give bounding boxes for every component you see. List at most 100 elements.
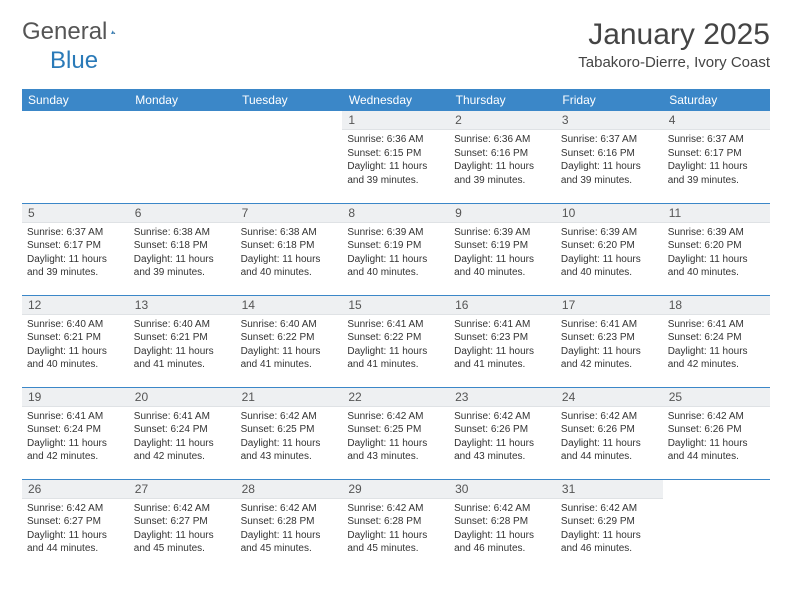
- calendar-day-cell: 30Sunrise: 6:42 AMSunset: 6:28 PMDayligh…: [449, 479, 556, 571]
- logo-sail-icon: [111, 22, 116, 42]
- day-content: Sunrise: 6:39 AMSunset: 6:19 PMDaylight:…: [342, 223, 449, 284]
- day-content: Sunrise: 6:42 AMSunset: 6:28 PMDaylight:…: [342, 499, 449, 560]
- day-content: Sunrise: 6:41 AMSunset: 6:24 PMDaylight:…: [129, 407, 236, 468]
- calendar-day-cell: 7Sunrise: 6:38 AMSunset: 6:18 PMDaylight…: [236, 203, 343, 295]
- calendar-day-cell: 20Sunrise: 6:41 AMSunset: 6:24 PMDayligh…: [129, 387, 236, 479]
- day-number: 1: [342, 111, 449, 130]
- day-number: 31: [556, 480, 663, 499]
- day-content: Sunrise: 6:41 AMSunset: 6:22 PMDaylight:…: [342, 315, 449, 376]
- calendar-day-cell: 3Sunrise: 6:37 AMSunset: 6:16 PMDaylight…: [556, 111, 663, 203]
- calendar-day-cell: 25Sunrise: 6:42 AMSunset: 6:26 PMDayligh…: [663, 387, 770, 479]
- calendar-day-cell: 9Sunrise: 6:39 AMSunset: 6:19 PMDaylight…: [449, 203, 556, 295]
- calendar-day-cell: 5Sunrise: 6:37 AMSunset: 6:17 PMDaylight…: [22, 203, 129, 295]
- day-content: Sunrise: 6:40 AMSunset: 6:21 PMDaylight:…: [22, 315, 129, 376]
- weekday-header: Thursday: [449, 89, 556, 111]
- day-content: Sunrise: 6:36 AMSunset: 6:16 PMDaylight:…: [449, 130, 556, 191]
- day-content: Sunrise: 6:42 AMSunset: 6:26 PMDaylight:…: [556, 407, 663, 468]
- day-content: Sunrise: 6:42 AMSunset: 6:26 PMDaylight:…: [449, 407, 556, 468]
- calendar-day-cell: 21Sunrise: 6:42 AMSunset: 6:25 PMDayligh…: [236, 387, 343, 479]
- day-content: Sunrise: 6:36 AMSunset: 6:15 PMDaylight:…: [342, 130, 449, 191]
- day-content: Sunrise: 6:39 AMSunset: 6:19 PMDaylight:…: [449, 223, 556, 284]
- calendar-day-cell: 10Sunrise: 6:39 AMSunset: 6:20 PMDayligh…: [556, 203, 663, 295]
- day-number: 24: [556, 388, 663, 407]
- day-number: 7: [236, 204, 343, 223]
- day-content: Sunrise: 6:40 AMSunset: 6:22 PMDaylight:…: [236, 315, 343, 376]
- calendar-body: 1Sunrise: 6:36 AMSunset: 6:15 PMDaylight…: [22, 111, 770, 571]
- calendar-day-cell: 27Sunrise: 6:42 AMSunset: 6:27 PMDayligh…: [129, 479, 236, 571]
- day-content: Sunrise: 6:42 AMSunset: 6:27 PMDaylight:…: [129, 499, 236, 560]
- logo: General: [22, 18, 139, 46]
- calendar-day-cell: 12Sunrise: 6:40 AMSunset: 6:21 PMDayligh…: [22, 295, 129, 387]
- day-content: Sunrise: 6:38 AMSunset: 6:18 PMDaylight:…: [129, 223, 236, 284]
- calendar-day-cell: 14Sunrise: 6:40 AMSunset: 6:22 PMDayligh…: [236, 295, 343, 387]
- day-content: Sunrise: 6:42 AMSunset: 6:27 PMDaylight:…: [22, 499, 129, 560]
- calendar-day-cell: 13Sunrise: 6:40 AMSunset: 6:21 PMDayligh…: [129, 295, 236, 387]
- day-content: Sunrise: 6:42 AMSunset: 6:25 PMDaylight:…: [236, 407, 343, 468]
- calendar-day-cell: 17Sunrise: 6:41 AMSunset: 6:23 PMDayligh…: [556, 295, 663, 387]
- day-number: 20: [129, 388, 236, 407]
- calendar-day-cell: [22, 111, 129, 203]
- day-number: 14: [236, 296, 343, 315]
- day-content: Sunrise: 6:42 AMSunset: 6:28 PMDaylight:…: [236, 499, 343, 560]
- calendar-day-cell: [129, 111, 236, 203]
- day-content: Sunrise: 6:39 AMSunset: 6:20 PMDaylight:…: [663, 223, 770, 284]
- calendar-day-cell: 24Sunrise: 6:42 AMSunset: 6:26 PMDayligh…: [556, 387, 663, 479]
- day-number: 18: [663, 296, 770, 315]
- calendar-week-row: 5Sunrise: 6:37 AMSunset: 6:17 PMDaylight…: [22, 203, 770, 295]
- day-number: 3: [556, 111, 663, 130]
- calendar-day-cell: 18Sunrise: 6:41 AMSunset: 6:24 PMDayligh…: [663, 295, 770, 387]
- calendar-day-cell: [236, 111, 343, 203]
- day-number: 30: [449, 480, 556, 499]
- day-content: Sunrise: 6:42 AMSunset: 6:28 PMDaylight:…: [449, 499, 556, 560]
- weekday-header: Friday: [556, 89, 663, 111]
- day-content: Sunrise: 6:41 AMSunset: 6:24 PMDaylight:…: [663, 315, 770, 376]
- day-content: Sunrise: 6:42 AMSunset: 6:25 PMDaylight:…: [342, 407, 449, 468]
- day-number: 17: [556, 296, 663, 315]
- day-content: Sunrise: 6:42 AMSunset: 6:29 PMDaylight:…: [556, 499, 663, 560]
- calendar-week-row: 26Sunrise: 6:42 AMSunset: 6:27 PMDayligh…: [22, 479, 770, 571]
- title-block: January 2025 Tabakoro-Dierre, Ivory Coas…: [578, 18, 770, 71]
- day-content: Sunrise: 6:41 AMSunset: 6:23 PMDaylight:…: [556, 315, 663, 376]
- calendar-table: SundayMondayTuesdayWednesdayThursdayFrid…: [22, 89, 770, 571]
- day-number: 15: [342, 296, 449, 315]
- day-number: 5: [22, 204, 129, 223]
- calendar-day-cell: [663, 479, 770, 571]
- day-number: 10: [556, 204, 663, 223]
- weekday-header: Sunday: [22, 89, 129, 111]
- logo-text-blue: Blue: [50, 47, 98, 75]
- calendar-day-cell: 23Sunrise: 6:42 AMSunset: 6:26 PMDayligh…: [449, 387, 556, 479]
- calendar-day-cell: 26Sunrise: 6:42 AMSunset: 6:27 PMDayligh…: [22, 479, 129, 571]
- day-content: Sunrise: 6:37 AMSunset: 6:17 PMDaylight:…: [663, 130, 770, 191]
- day-number: 8: [342, 204, 449, 223]
- calendar-day-cell: 28Sunrise: 6:42 AMSunset: 6:28 PMDayligh…: [236, 479, 343, 571]
- calendar-day-cell: 31Sunrise: 6:42 AMSunset: 6:29 PMDayligh…: [556, 479, 663, 571]
- day-number: 29: [342, 480, 449, 499]
- day-number: 19: [22, 388, 129, 407]
- weekday-header: Saturday: [663, 89, 770, 111]
- day-number: 26: [22, 480, 129, 499]
- calendar-day-cell: 2Sunrise: 6:36 AMSunset: 6:16 PMDaylight…: [449, 111, 556, 203]
- day-number: 13: [129, 296, 236, 315]
- day-number: 23: [449, 388, 556, 407]
- calendar-week-row: 19Sunrise: 6:41 AMSunset: 6:24 PMDayligh…: [22, 387, 770, 479]
- day-number: 28: [236, 480, 343, 499]
- weekday-header: Tuesday: [236, 89, 343, 111]
- day-number: 21: [236, 388, 343, 407]
- calendar-week-row: 1Sunrise: 6:36 AMSunset: 6:15 PMDaylight…: [22, 111, 770, 203]
- logo-text-general: General: [22, 18, 107, 46]
- day-content: Sunrise: 6:38 AMSunset: 6:18 PMDaylight:…: [236, 223, 343, 284]
- calendar-day-cell: 4Sunrise: 6:37 AMSunset: 6:17 PMDaylight…: [663, 111, 770, 203]
- day-number: 2: [449, 111, 556, 130]
- calendar-day-cell: 16Sunrise: 6:41 AMSunset: 6:23 PMDayligh…: [449, 295, 556, 387]
- calendar-day-cell: 1Sunrise: 6:36 AMSunset: 6:15 PMDaylight…: [342, 111, 449, 203]
- weekday-header: Monday: [129, 89, 236, 111]
- day-number: 16: [449, 296, 556, 315]
- day-number: 22: [342, 388, 449, 407]
- day-content: Sunrise: 6:42 AMSunset: 6:26 PMDaylight:…: [663, 407, 770, 468]
- calendar-day-cell: 15Sunrise: 6:41 AMSunset: 6:22 PMDayligh…: [342, 295, 449, 387]
- calendar-head: SundayMondayTuesdayWednesdayThursdayFrid…: [22, 89, 770, 111]
- weekday-header: Wednesday: [342, 89, 449, 111]
- calendar-day-cell: 22Sunrise: 6:42 AMSunset: 6:25 PMDayligh…: [342, 387, 449, 479]
- calendar-week-row: 12Sunrise: 6:40 AMSunset: 6:21 PMDayligh…: [22, 295, 770, 387]
- day-number: 11: [663, 204, 770, 223]
